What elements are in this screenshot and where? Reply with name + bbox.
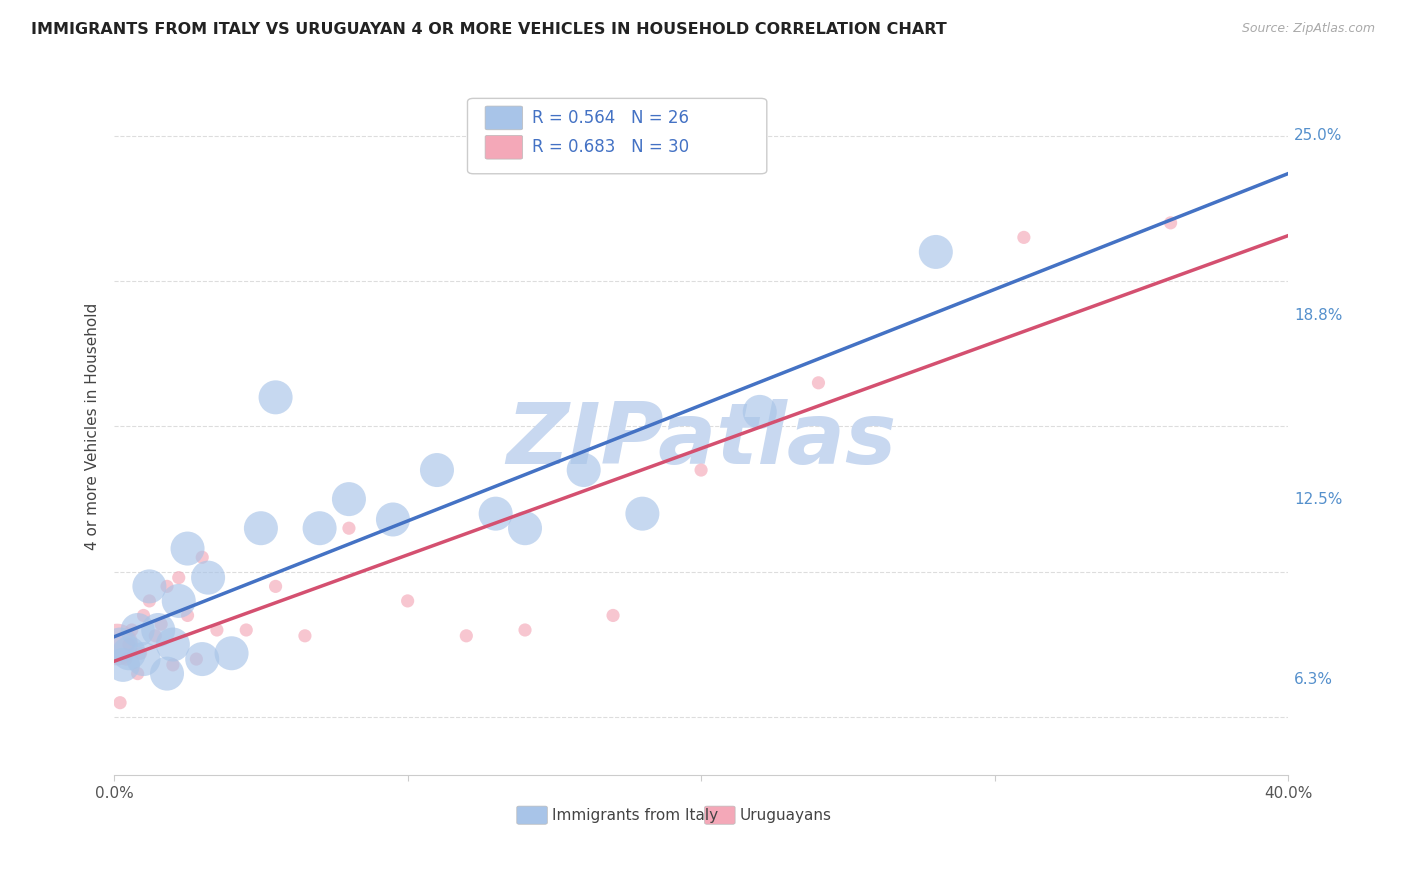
Point: [115, 652, 138, 666]
Point: [308, 521, 330, 535]
FancyBboxPatch shape: [485, 106, 523, 130]
Point: [426, 463, 449, 477]
Point: [111, 657, 134, 672]
Text: 6.3%: 6.3%: [1294, 672, 1333, 687]
Point: [156, 666, 179, 681]
Point: [264, 579, 287, 593]
Point: [129, 646, 152, 660]
Point: [176, 541, 198, 556]
Text: 12.5%: 12.5%: [1294, 491, 1343, 507]
Point: [118, 646, 141, 660]
Point: [127, 666, 149, 681]
Y-axis label: 4 or more Vehicles in Household: 4 or more Vehicles in Household: [86, 302, 100, 550]
Point: [118, 638, 141, 652]
Point: [690, 463, 713, 477]
Point: [602, 608, 624, 623]
Point: [197, 571, 219, 585]
Point: [138, 579, 160, 593]
Point: [127, 623, 149, 637]
Text: 25.0%: 25.0%: [1294, 128, 1343, 143]
Point: [191, 652, 214, 666]
Point: [1160, 216, 1182, 230]
Point: [132, 608, 155, 623]
Point: [138, 594, 160, 608]
FancyBboxPatch shape: [468, 98, 766, 174]
Text: Source: ZipAtlas.com: Source: ZipAtlas.com: [1241, 22, 1375, 36]
Point: [513, 623, 536, 637]
Point: [337, 492, 360, 507]
Point: [396, 594, 419, 608]
Point: [205, 623, 228, 637]
Point: [108, 638, 131, 652]
Point: [167, 571, 190, 585]
Point: [143, 629, 166, 643]
Point: [191, 550, 214, 565]
Point: [162, 638, 184, 652]
FancyBboxPatch shape: [485, 136, 523, 159]
Point: [807, 376, 830, 390]
Point: [221, 646, 243, 660]
Point: [132, 652, 155, 666]
Point: [121, 623, 143, 637]
Point: [337, 521, 360, 535]
Point: [250, 521, 273, 535]
Point: [156, 579, 179, 593]
Text: IMMIGRANTS FROM ITALY VS URUGUAYAN 4 OR MORE VEHICLES IN HOUSEHOLD CORRELATION C: IMMIGRANTS FROM ITALY VS URUGUAYAN 4 OR …: [31, 22, 946, 37]
Point: [485, 507, 508, 521]
FancyBboxPatch shape: [704, 806, 735, 824]
Text: Uruguayans: Uruguayans: [740, 807, 832, 822]
Point: [1012, 230, 1035, 244]
Text: R = 0.564   N = 26: R = 0.564 N = 26: [531, 109, 689, 127]
Point: [150, 617, 173, 632]
Point: [162, 657, 184, 672]
Text: ZIPatlas: ZIPatlas: [506, 399, 896, 482]
Point: [176, 608, 198, 623]
Point: [105, 638, 128, 652]
Point: [108, 696, 131, 710]
Point: [167, 594, 190, 608]
Point: [148, 623, 170, 637]
Point: [748, 405, 770, 419]
Text: R = 0.683   N = 30: R = 0.683 N = 30: [531, 138, 689, 156]
Point: [925, 244, 948, 259]
Point: [235, 623, 257, 637]
Point: [294, 629, 316, 643]
Point: [631, 507, 654, 521]
Point: [186, 652, 208, 666]
Point: [513, 521, 536, 535]
Text: Immigrants from Italy: Immigrants from Italy: [553, 807, 718, 822]
FancyBboxPatch shape: [517, 806, 547, 824]
Point: [264, 390, 287, 404]
Point: [456, 629, 478, 643]
Point: [381, 512, 404, 526]
Point: [572, 463, 595, 477]
Text: 18.8%: 18.8%: [1294, 309, 1343, 324]
